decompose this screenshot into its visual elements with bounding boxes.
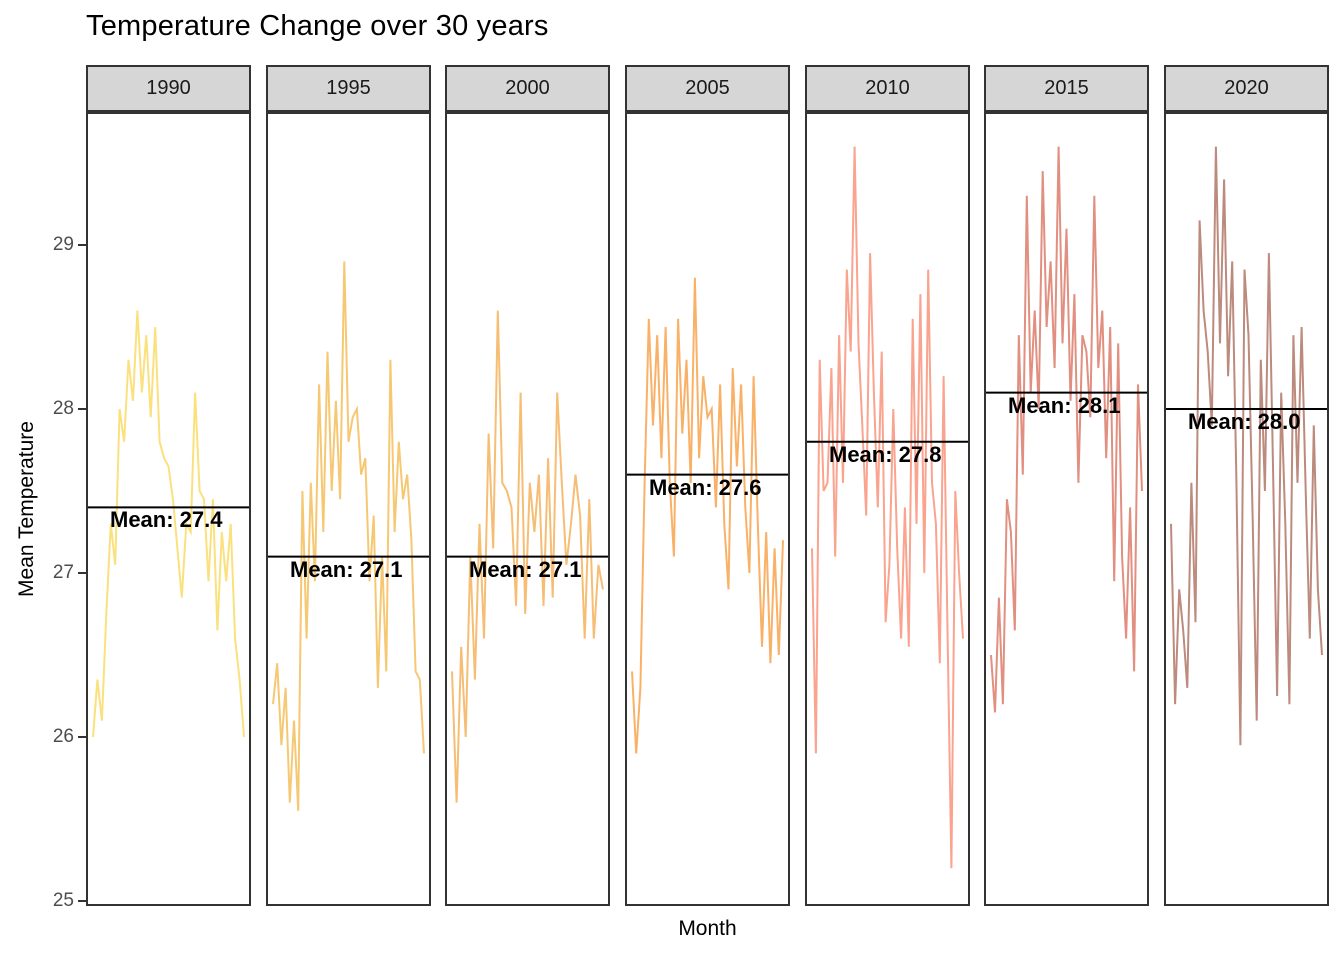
- mean-label: Mean: 27.8: [829, 441, 942, 467]
- chart-title: Temperature Change over 30 years: [86, 10, 549, 42]
- mean-label: Mean: 27.1: [290, 556, 403, 582]
- mean-label: Mean: 27.1: [469, 556, 582, 582]
- y-tick-label: 29: [52, 234, 74, 255]
- y-tick-mark: [78, 572, 86, 574]
- y-tick-mark: [78, 900, 86, 902]
- mean-label: Mean: 28.1: [1008, 392, 1121, 418]
- temperature-line: [272, 261, 425, 811]
- temperature-line: [811, 146, 964, 869]
- temperature-line: [92, 310, 245, 738]
- facet-strip: 2020: [1164, 65, 1329, 112]
- facet-column-2015: 2015 Mean: 28.1: [984, 65, 1149, 906]
- y-tick-label: 25: [52, 890, 74, 911]
- facet-panel: Mean: 27.1: [445, 112, 610, 906]
- mean-label: Mean: 28.0: [1188, 409, 1301, 434]
- facet-strip-label: 1995: [326, 77, 371, 99]
- y-tick-label: 28: [52, 398, 74, 419]
- facet-panel: Mean: 27.1: [266, 112, 431, 906]
- x-axis-title: Month: [678, 917, 737, 940]
- facet-strip: 2000: [445, 65, 610, 112]
- facet-strip: 1990: [86, 65, 251, 112]
- facet-panel: Mean: 28.0: [1164, 112, 1329, 906]
- temperature-line: [631, 277, 784, 754]
- y-tick-label: 27: [52, 562, 74, 583]
- y-tick-mark: [78, 244, 86, 246]
- facet-strip: 2005: [625, 65, 790, 112]
- facet-panel: Mean: 27.8: [805, 112, 970, 906]
- temperature-line: [451, 310, 604, 803]
- temperature-line: [1170, 146, 1323, 746]
- facet-strip-label: 2020: [1224, 77, 1269, 99]
- facet-column-2020: 2020 Mean: 28.0: [1164, 65, 1329, 906]
- facet-panel: Mean: 27.4: [86, 112, 251, 906]
- facet-strip-label: 2015: [1044, 77, 1089, 99]
- facet-column-1995: 1995 Mean: 27.1: [266, 65, 431, 906]
- facet-strip-label: 1990: [146, 77, 191, 99]
- mean-label: Mean: 27.4: [110, 507, 223, 533]
- facet-strip: 2015: [984, 65, 1149, 112]
- facet-panel: Mean: 27.6: [625, 112, 790, 906]
- facet-panel: Mean: 28.1: [984, 112, 1149, 906]
- facet-strip: 2010: [805, 65, 970, 112]
- facet-strip-label: 2000: [505, 77, 550, 99]
- facet-column-2010: 2010 Mean: 27.8: [805, 65, 970, 906]
- facet-column-2000: 2000 Mean: 27.1: [445, 65, 610, 906]
- facet-strip-label: 2010: [865, 77, 910, 99]
- temperature-line: [990, 146, 1143, 713]
- facet-strip-label: 2005: [685, 77, 730, 99]
- y-tick-mark: [78, 408, 86, 410]
- mean-label: Mean: 27.6: [649, 474, 762, 500]
- facet-column-1990: 1990 Mean: 27.4: [86, 65, 251, 906]
- facet-column-2005: 2005 Mean: 27.6: [625, 65, 790, 906]
- facet-strip: 1995: [266, 65, 431, 112]
- y-tick-mark: [78, 736, 86, 738]
- y-tick-label: 26: [52, 726, 74, 747]
